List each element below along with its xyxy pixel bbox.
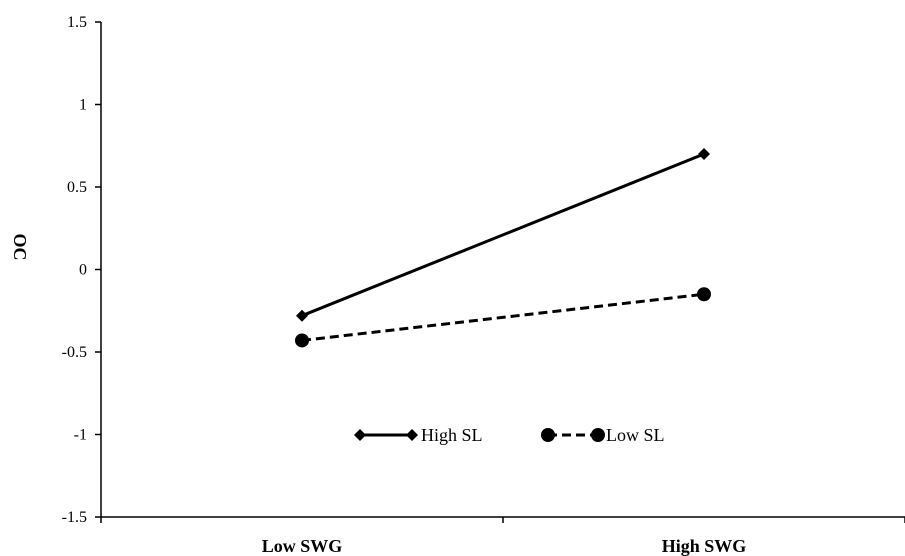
data-point bbox=[698, 148, 710, 160]
data-point bbox=[296, 309, 308, 322]
legend-item: High SL bbox=[354, 425, 483, 445]
y-tick-label: 1 bbox=[79, 97, 87, 114]
legend-marker bbox=[541, 428, 555, 442]
data-point bbox=[295, 333, 309, 348]
x-axis: Low SWG High SWG bbox=[100, 516, 905, 556]
y-tick-label: -1 bbox=[74, 427, 87, 444]
legend-marker bbox=[354, 429, 366, 441]
legend-label: High SL bbox=[421, 425, 483, 445]
legend-item: Low SL bbox=[541, 425, 665, 445]
y-tick-label: 1.5 bbox=[67, 14, 87, 31]
legend: High SL Low SL bbox=[354, 425, 665, 445]
x-category-label: Low SWG bbox=[262, 536, 343, 556]
y-tick-label: -1.5 bbox=[62, 509, 87, 526]
y-tick-label: 0 bbox=[79, 262, 87, 279]
legend-label: Low SL bbox=[606, 425, 665, 445]
series-1 bbox=[295, 287, 711, 348]
legend-marker bbox=[591, 428, 605, 442]
y-tick-label: 0.5 bbox=[67, 179, 87, 196]
data-point bbox=[697, 287, 711, 302]
series-0 bbox=[296, 148, 710, 322]
y-axis: 1.5 1 0.5 0 -0.5 -1 -1.5 bbox=[62, 14, 102, 526]
y-axis-title: OC bbox=[10, 234, 30, 261]
series-layer bbox=[295, 148, 711, 348]
y-tick-label: -0.5 bbox=[62, 344, 87, 361]
series-line bbox=[301, 152, 705, 318]
series-line bbox=[301, 292, 705, 342]
legend-marker bbox=[406, 429, 418, 441]
x-category-label: High SWG bbox=[662, 536, 747, 556]
